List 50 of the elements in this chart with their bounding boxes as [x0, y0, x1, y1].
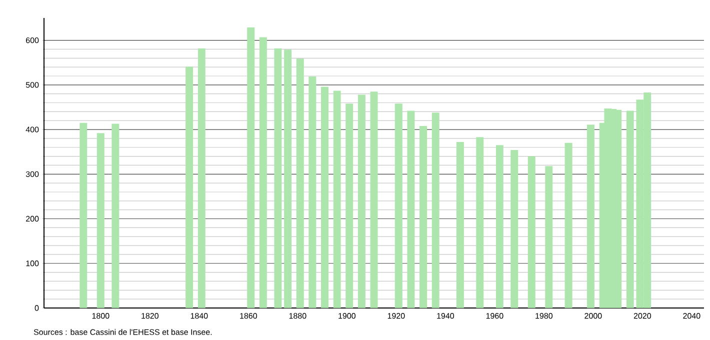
bar — [370, 92, 378, 308]
bar — [296, 58, 304, 308]
bar — [284, 50, 292, 308]
x-tick-label: 1940 — [437, 313, 454, 319]
bar — [186, 66, 194, 308]
bar — [545, 166, 553, 308]
bar — [564, 142, 572, 308]
x-tick-label: 1880 — [289, 313, 306, 319]
x-tick-label: 2040 — [683, 313, 700, 319]
x-tick-label: 1960 — [486, 313, 504, 319]
bar — [586, 124, 594, 308]
bar — [510, 150, 518, 308]
bar — [96, 133, 104, 308]
bar — [432, 112, 440, 308]
bar — [321, 86, 328, 308]
x-tick-label: 1860 — [240, 313, 257, 319]
bar — [626, 110, 634, 308]
bar — [456, 142, 464, 308]
bar — [333, 90, 341, 308]
bar — [420, 126, 428, 308]
bar — [274, 48, 282, 308]
bar — [308, 76, 316, 308]
y-tick-label: 100 — [26, 260, 39, 266]
x-tick-label: 1800 — [92, 313, 110, 319]
bar — [496, 145, 504, 308]
x-tick-label: 1840 — [190, 313, 208, 319]
bar — [198, 48, 206, 308]
bar — [80, 122, 88, 308]
bar — [476, 137, 484, 308]
source-note: Sources : base Cassini de l'EHESS et base Insee. — [34, 329, 212, 335]
x-tick-label: 1900 — [338, 313, 356, 319]
bar — [394, 104, 402, 308]
y-tick-label: 600 — [26, 37, 39, 44]
y-tick-label: 0 — [34, 305, 39, 311]
y-tick-label: 500 — [26, 82, 39, 88]
bar — [528, 156, 536, 308]
y-tick-label: 200 — [26, 216, 39, 222]
x-tick-label: 1820 — [142, 313, 158, 319]
y-tick-label: 300 — [26, 171, 39, 177]
bar — [112, 124, 120, 308]
bar — [247, 27, 255, 308]
x-tick-label: 1980 — [536, 313, 553, 319]
bar — [346, 104, 354, 308]
x-tick-label: 1920 — [388, 313, 405, 319]
bar — [407, 110, 415, 308]
bar — [259, 37, 267, 308]
x-tick-label: 2000 — [584, 313, 602, 319]
bar — [358, 94, 366, 308]
x-tick-label: 2020 — [634, 313, 652, 319]
y-tick-label: 400 — [26, 126, 39, 132]
